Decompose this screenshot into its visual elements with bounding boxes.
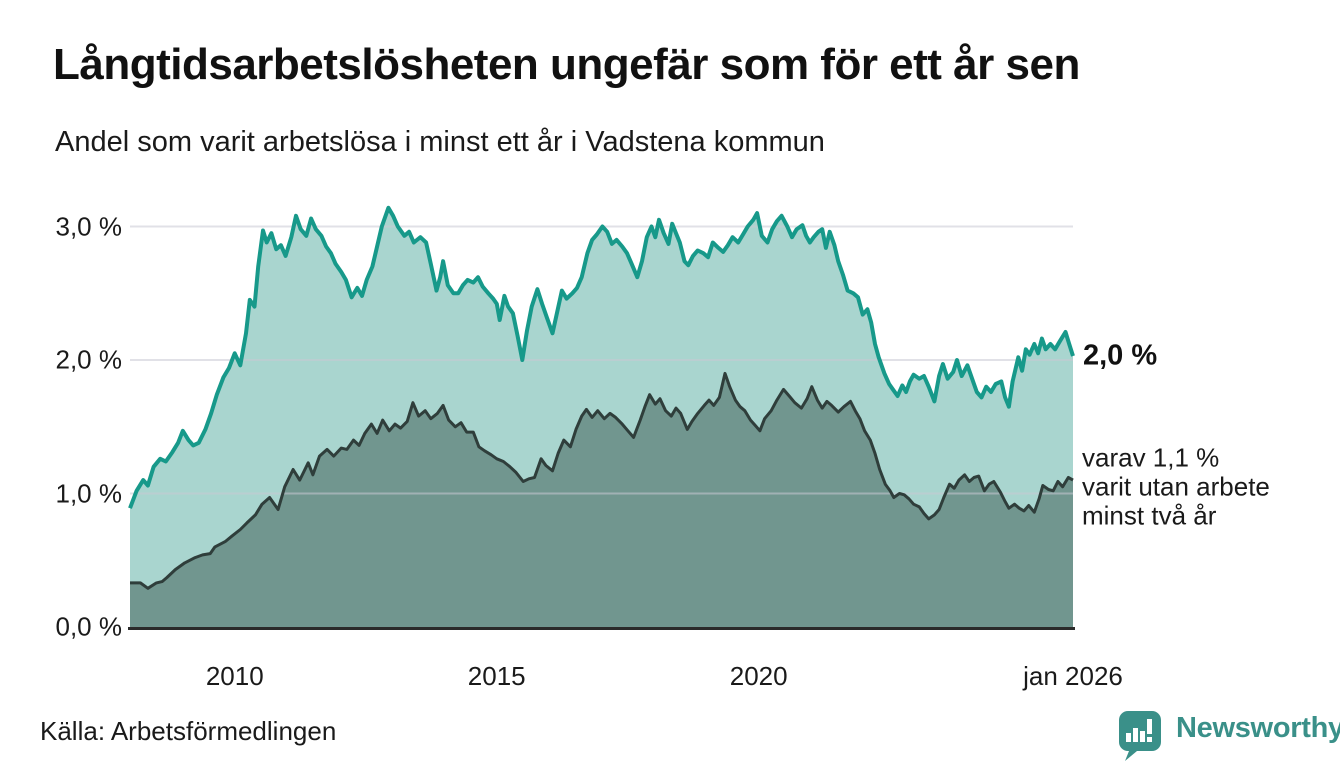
series-2-line xyxy=(130,371,1074,590)
y-axis-tick-label: 3,0 % xyxy=(55,211,123,241)
annotation-line: minst två år xyxy=(1082,500,1217,531)
newsworthy-logo-icon xyxy=(1119,711,1161,761)
x-axis-tick-label: jan 2026 xyxy=(1023,661,1123,691)
newsworthy-logo: Newsworthy xyxy=(1115,709,1340,761)
latest-value-annotation: 2,0 % xyxy=(1083,339,1158,372)
series-1-line xyxy=(128,205,1075,509)
source-credit: Källa: Arbetsförmedlingen xyxy=(40,716,337,746)
y-axis-tick-label: 0,0 % xyxy=(55,611,123,642)
x-axis-tick-label: 2015 xyxy=(467,661,526,691)
y-axis-tick-label: 2,0 % xyxy=(55,344,123,375)
two-year-share-annotation: varav 1,1 % varit utan arbete minst två … xyxy=(1082,443,1270,530)
annotation-line: varav 1,1 % xyxy=(1082,442,1220,473)
annotation-line: varit utan arbete xyxy=(1082,471,1270,502)
x-axis-tick-label: 2020 xyxy=(729,661,788,691)
series-2-area xyxy=(130,373,1073,627)
y-axis-tick-label: 1,0 % xyxy=(55,478,123,508)
x-axis-tick-label: 2010 xyxy=(205,661,264,691)
newsworthy-logo-text: Newsworthy xyxy=(1176,712,1340,744)
page-subtitle: Andel som varit arbetslösa i minst ett å… xyxy=(55,126,825,158)
page-title: Långtidsarbetslösheten ungefär som för e… xyxy=(53,40,1080,89)
